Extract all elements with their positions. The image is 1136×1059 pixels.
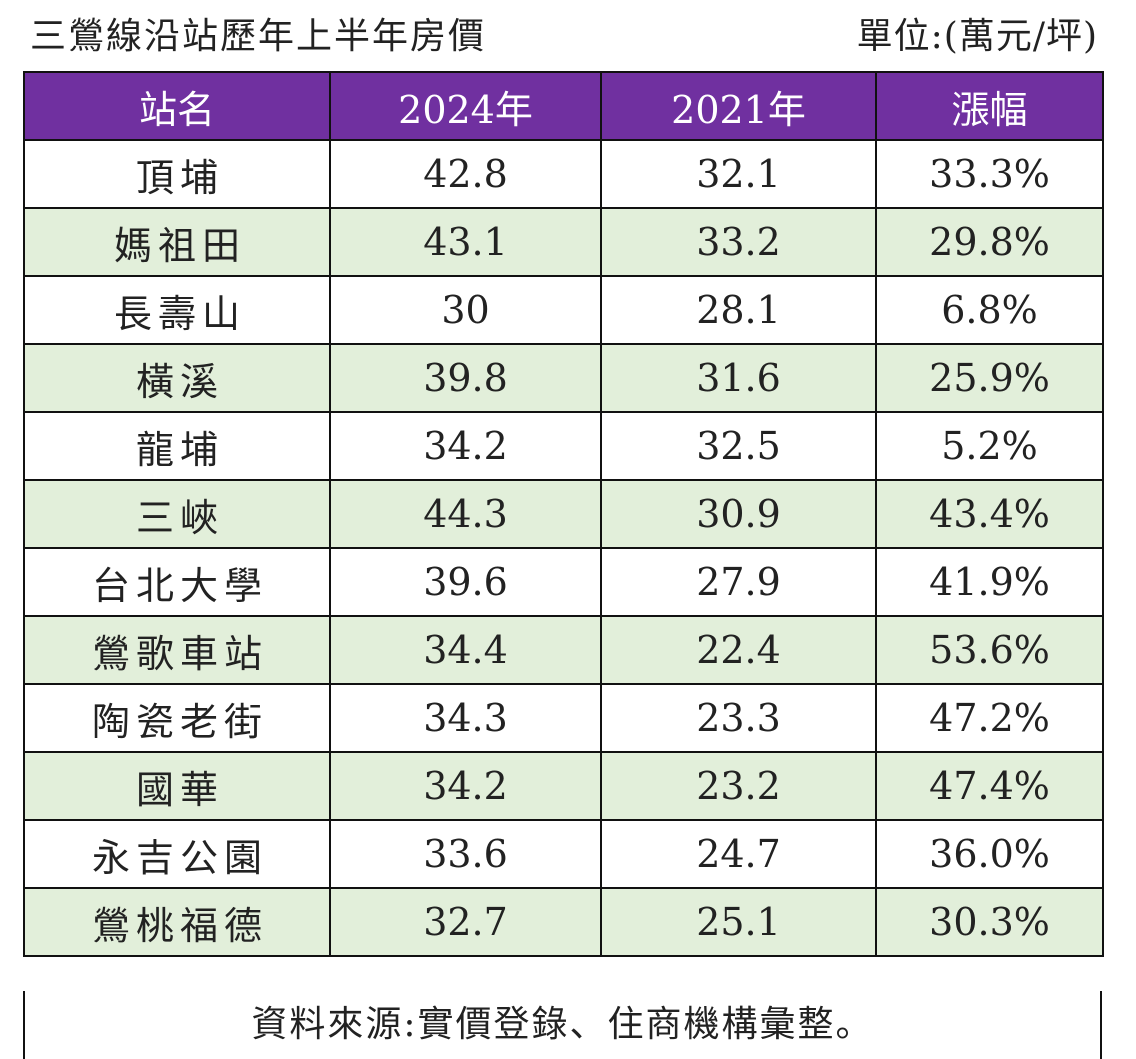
- table-row: 鶯桃福德 32.7 25.1 30.3%: [23, 887, 1104, 957]
- header-row: 站名 2024年 2021年 漲幅: [23, 71, 1104, 141]
- price-2021-cell: 32.5: [600, 411, 877, 481]
- change-cell: 53.6%: [875, 615, 1104, 685]
- table-row: 陶瓷老街 34.3 23.3 47.2%: [23, 683, 1104, 753]
- table-row: 龍埔 34.2 32.5 5.2%: [23, 411, 1104, 481]
- price-2024-cell: 34.3: [329, 683, 602, 753]
- station-cell: 龍埔: [23, 411, 331, 481]
- table-row: 媽祖田 43.1 33.2 29.8%: [23, 207, 1104, 277]
- table-row: 長壽山 30 28.1 6.8%: [23, 275, 1104, 345]
- station-cell: 永吉公園: [23, 819, 331, 889]
- station-cell: 媽祖田: [23, 207, 331, 277]
- price-2024-cell: 33.6: [329, 819, 602, 889]
- price-2021-cell: 22.4: [600, 615, 877, 685]
- station-cell: 橫溪: [23, 343, 331, 413]
- change-cell: 30.3%: [875, 887, 1104, 957]
- unit-label: 單位:(萬元/坪): [856, 16, 1098, 57]
- price-2024-cell: 39.8: [329, 343, 602, 413]
- table-row: 三峽 44.3 30.9 43.4%: [23, 479, 1104, 549]
- change-cell: 41.9%: [875, 547, 1104, 617]
- price-2021-cell: 33.2: [600, 207, 877, 277]
- change-cell: 5.2%: [875, 411, 1104, 481]
- price-2021-cell: 32.1: [600, 139, 877, 209]
- change-cell: 36.0%: [875, 819, 1104, 889]
- table-row: 永吉公園 33.6 24.7 36.0%: [23, 819, 1104, 889]
- price-2021-cell: 23.3: [600, 683, 877, 753]
- price-2024-cell: 30: [329, 275, 602, 345]
- table-row: 台北大學 39.6 27.9 41.9%: [23, 547, 1104, 617]
- header-2021: 2021年: [600, 71, 877, 141]
- price-2024-cell: 34.2: [329, 751, 602, 821]
- price-2024-cell: 34.4: [329, 615, 602, 685]
- table-row: 頂埔 42.8 32.1 33.3%: [23, 139, 1104, 209]
- change-cell: 33.3%: [875, 139, 1104, 209]
- price-table: 站名 2024年 2021年 漲幅 頂埔 42.8 32.1 33.3% 媽祖田 43.1…: [23, 71, 1104, 957]
- station-cell: 三峽: [23, 479, 331, 549]
- table-row: 國華 34.2 23.2 47.4%: [23, 751, 1104, 821]
- change-cell: 47.2%: [875, 683, 1104, 753]
- station-cell: 長壽山: [23, 275, 331, 345]
- price-2021-cell: 27.9: [600, 547, 877, 617]
- table-row: 鶯歌車站 34.4 22.4 53.6%: [23, 615, 1104, 685]
- table-row: 橫溪 39.8 31.6 25.9%: [23, 343, 1104, 413]
- station-cell: 陶瓷老街: [23, 683, 331, 753]
- table-title: 三鶯線沿站歷年上半年房價: [30, 16, 487, 57]
- price-2024-cell: 44.3: [329, 479, 602, 549]
- price-2024-cell: 42.8: [329, 139, 602, 209]
- header-2024: 2024年: [329, 71, 602, 141]
- change-cell: 47.4%: [875, 751, 1104, 821]
- price-2024-cell: 39.6: [329, 547, 602, 617]
- price-2024-cell: 34.2: [329, 411, 602, 481]
- station-cell: 鶯桃福德: [23, 887, 331, 957]
- header-station: 站名: [23, 71, 331, 141]
- change-cell: 6.8%: [875, 275, 1104, 345]
- source-note: 資料來源:實價登錄、住商機構彙整。: [23, 991, 1102, 1059]
- price-2021-cell: 30.9: [600, 479, 877, 549]
- station-cell: 台北大學: [23, 547, 331, 617]
- header-change: 漲幅: [875, 71, 1104, 141]
- price-2021-cell: 31.6: [600, 343, 877, 413]
- price-2024-cell: 43.1: [329, 207, 602, 277]
- price-2021-cell: 24.7: [600, 819, 877, 889]
- station-cell: 鶯歌車站: [23, 615, 331, 685]
- station-cell: 國華: [23, 751, 331, 821]
- change-cell: 25.9%: [875, 343, 1104, 413]
- price-2021-cell: 23.2: [600, 751, 877, 821]
- station-cell: 頂埔: [23, 139, 331, 209]
- price-2024-cell: 32.7: [329, 887, 602, 957]
- price-2021-cell: 28.1: [600, 275, 877, 345]
- change-cell: 29.8%: [875, 207, 1104, 277]
- table-body: 頂埔 42.8 32.1 33.3% 媽祖田 43.1 33.2 29.8% 長壽山 30 28.1…: [23, 139, 1104, 957]
- change-cell: 43.4%: [875, 479, 1104, 549]
- price-2021-cell: 25.1: [600, 887, 877, 957]
